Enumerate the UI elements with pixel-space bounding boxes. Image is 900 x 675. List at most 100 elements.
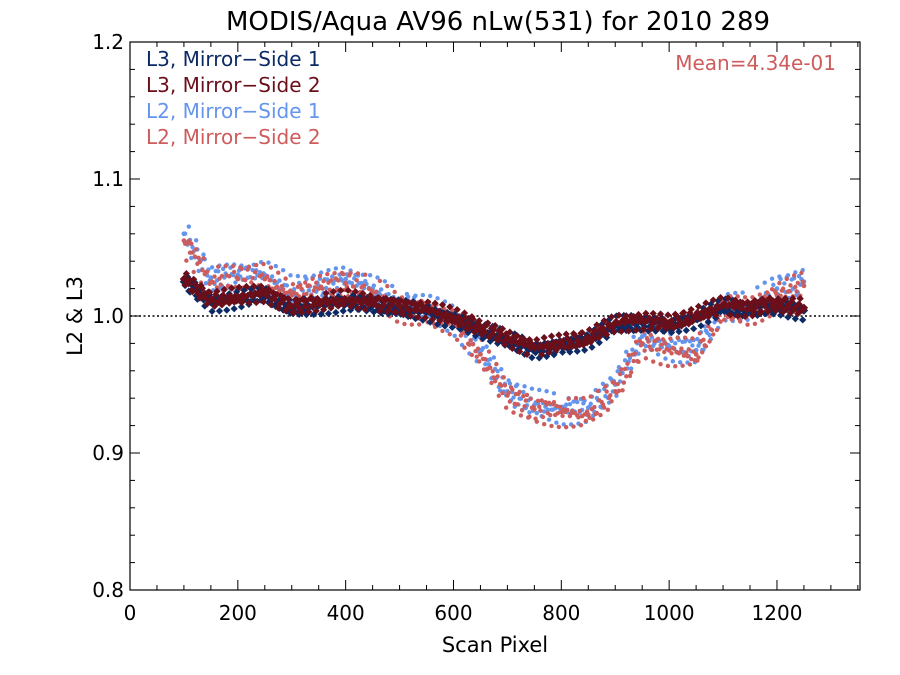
data-point-fill bbox=[282, 301, 290, 309]
data-point-fill bbox=[190, 244, 195, 250]
data-point-fill bbox=[571, 331, 579, 339]
data-point-fill bbox=[545, 348, 553, 357]
y-tick-label: 1.2 bbox=[92, 30, 124, 54]
data-point-fill bbox=[617, 327, 625, 335]
data-point-fill bbox=[790, 306, 798, 314]
x-tick-label: 1200 bbox=[752, 601, 803, 625]
data-point-fill bbox=[492, 379, 498, 384]
data-point-fill bbox=[270, 295, 279, 303]
data-point-fill bbox=[628, 318, 636, 327]
data-point-fill bbox=[197, 259, 203, 265]
mean-annotation: Mean=4.34e-01 bbox=[675, 51, 836, 75]
data-point-fill bbox=[245, 299, 253, 307]
data-point-fill bbox=[671, 346, 677, 351]
data-point-fill bbox=[616, 388, 622, 394]
data-point-fill bbox=[680, 363, 685, 368]
data-point-fill bbox=[609, 323, 617, 331]
data-point-fill bbox=[662, 349, 667, 355]
data-point-fill bbox=[631, 358, 636, 364]
data-point-fill bbox=[541, 409, 547, 414]
data-point-fill bbox=[254, 262, 259, 268]
data-point-fill bbox=[297, 308, 306, 317]
data-point-fill bbox=[762, 280, 767, 285]
data-point-fill bbox=[373, 306, 382, 314]
data-point-fill bbox=[657, 347, 662, 352]
data-point-fill bbox=[785, 303, 793, 311]
data-point-fill bbox=[317, 310, 325, 318]
data-point-fill bbox=[413, 293, 418, 298]
data-point-fill bbox=[783, 304, 791, 313]
data-point-fill bbox=[761, 302, 769, 310]
x-tick-label: 200 bbox=[219, 601, 257, 625]
data-point-fill bbox=[344, 286, 352, 294]
data-point-fill bbox=[679, 346, 684, 351]
data-point-fill bbox=[658, 362, 663, 367]
data-point-fill bbox=[633, 339, 639, 344]
data-point-fill bbox=[535, 398, 541, 404]
data-point-fill bbox=[588, 336, 596, 344]
data-point-fill bbox=[216, 269, 221, 274]
data-point-fill bbox=[555, 411, 560, 416]
data-point-fill bbox=[740, 290, 745, 295]
data-point-fill bbox=[799, 316, 807, 324]
data-point-fill bbox=[193, 238, 199, 243]
data-point-fill bbox=[696, 355, 701, 360]
data-point-fill bbox=[615, 311, 623, 319]
data-point-fill bbox=[312, 307, 320, 315]
data-point-fill bbox=[687, 362, 693, 367]
data-point-fill bbox=[580, 346, 589, 354]
data-point-fill bbox=[186, 224, 192, 229]
data-point-fill bbox=[546, 400, 552, 406]
data-point-fill bbox=[690, 315, 698, 323]
data-point-fill bbox=[590, 417, 596, 422]
data-point-fill bbox=[203, 300, 211, 308]
data-point-fill bbox=[712, 311, 720, 319]
data-point-fill bbox=[527, 414, 532, 419]
data-point-fill bbox=[467, 342, 472, 347]
data-point-fill bbox=[538, 351, 546, 359]
data-point-fill bbox=[777, 280, 782, 286]
data-point-fill bbox=[415, 308, 423, 317]
data-point-fill bbox=[660, 337, 666, 342]
data-point-fill bbox=[622, 358, 628, 363]
data-point-fill bbox=[777, 298, 785, 306]
data-point-fill bbox=[544, 389, 549, 394]
data-point-fill bbox=[252, 269, 258, 275]
data-point-fill bbox=[675, 335, 680, 341]
data-point-fill bbox=[558, 338, 567, 346]
data-point-fill bbox=[779, 308, 787, 316]
data-point-fill bbox=[550, 351, 558, 359]
x-axis-label: Scan Pixel bbox=[442, 633, 548, 657]
data-point-fill bbox=[695, 336, 700, 342]
data-point-fill bbox=[249, 280, 254, 285]
data-point-fill bbox=[477, 359, 482, 364]
data-point-fill bbox=[499, 383, 504, 388]
data-point-fill bbox=[447, 331, 453, 337]
data-point-fill bbox=[767, 314, 772, 319]
data-point-fill bbox=[444, 314, 453, 322]
data-point-fill bbox=[745, 322, 750, 327]
data-point-fill bbox=[567, 340, 575, 348]
series-0 bbox=[179, 273, 809, 362]
data-point-fill bbox=[419, 316, 427, 324]
data-point-fill bbox=[230, 305, 238, 313]
data-point-fill bbox=[685, 320, 693, 328]
data-point-fill bbox=[682, 326, 690, 335]
data-point-fill bbox=[566, 348, 574, 356]
data-point-fill bbox=[266, 260, 271, 265]
data-point-fill bbox=[470, 342, 476, 347]
data-point-fill bbox=[209, 265, 215, 270]
data-point-fill bbox=[529, 386, 535, 391]
data-point-fill bbox=[323, 285, 329, 291]
data-point-fill bbox=[469, 352, 475, 358]
data-point-fill bbox=[656, 310, 665, 318]
data-point-fill bbox=[498, 325, 507, 333]
data-point-fill bbox=[201, 289, 209, 297]
data-point-fill bbox=[670, 359, 676, 364]
data-point-fill bbox=[503, 405, 509, 410]
data-point-fill bbox=[782, 281, 787, 286]
data-point-fill bbox=[351, 288, 360, 296]
data-point-fill bbox=[519, 408, 525, 413]
data-point-fill bbox=[429, 315, 437, 323]
data-point-fill bbox=[571, 424, 576, 429]
